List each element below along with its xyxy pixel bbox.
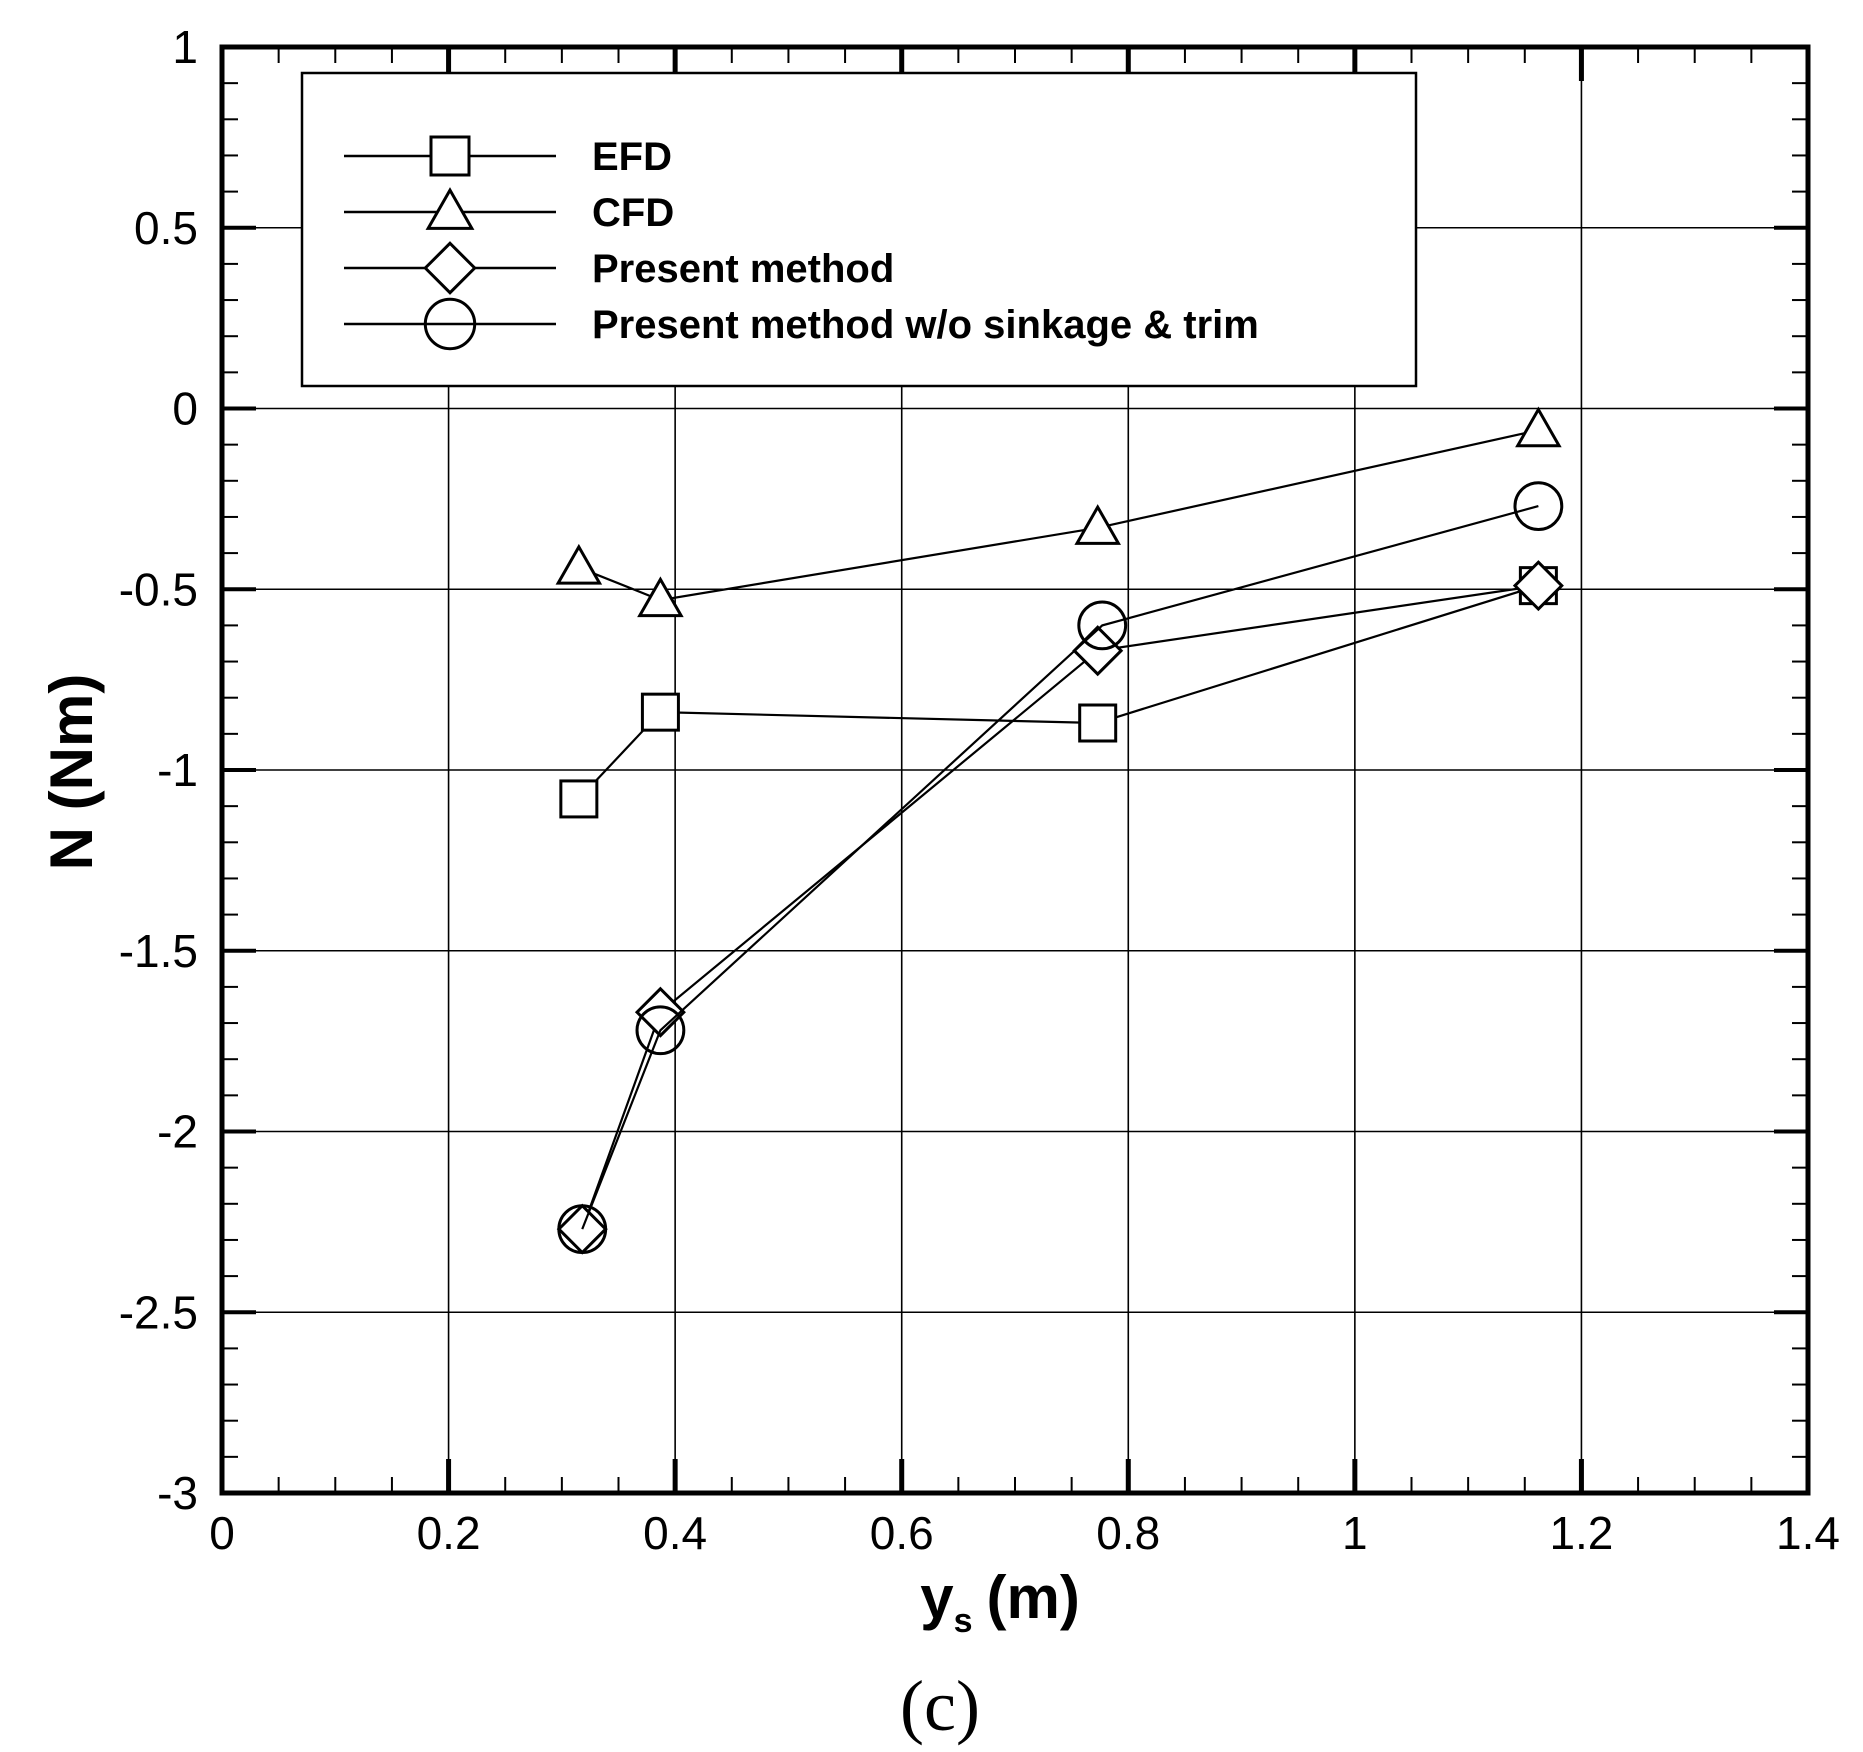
legend-label: Present method w/o sinkage & trim: [592, 303, 1259, 347]
legend-marker-diamond: [423, 241, 477, 295]
x-axis-title-subscript: s: [954, 1602, 973, 1640]
series-line: [578, 584, 1539, 800]
legend-label: EFD: [592, 135, 672, 179]
series-triangle: [555, 406, 1562, 618]
legend-label: CFD: [592, 191, 674, 235]
x-tick-label: 1.4: [1776, 1507, 1840, 1559]
y-tick-label: -1: [157, 744, 198, 796]
series-line: [581, 505, 1539, 1230]
data-point-circle: [557, 1204, 608, 1255]
panel-label: (c): [900, 1666, 980, 1746]
legend-marker-circle: [423, 297, 477, 351]
plot-frame: [219, 44, 1811, 1496]
data-point-circle: [1077, 600, 1128, 651]
legend-item: CFD: [344, 187, 674, 235]
tick-labels: 0 0.2 0.4 0.6 0.8 1 1.2 1.4 -3 -2.5 -2 -1.5 -1 -0.5 0 0…: [119, 21, 1840, 1559]
legend-item: Present method w/o sinkage & trim: [344, 297, 1259, 351]
x-tick-label: 0.4: [643, 1507, 707, 1559]
x-tick-label: 0.2: [417, 1507, 481, 1559]
legend-item: Present method: [344, 241, 894, 295]
data-point-circle: [1513, 481, 1564, 532]
y-axis-title: N (Nm): [38, 674, 105, 871]
x-tick-label: 0.6: [870, 1507, 934, 1559]
legend-marker-triangle: [425, 187, 475, 230]
legend-label: Present method: [592, 247, 894, 291]
y-tick-label: -2.5: [119, 1286, 198, 1338]
data-point-square: [559, 779, 599, 819]
series-line: [581, 584, 1539, 1230]
y-tick-label: -2: [157, 1106, 198, 1158]
x-axis-title-unit: (m): [986, 1564, 1079, 1631]
legend-marker-square: [429, 135, 471, 177]
y-tick-label: -1.5: [119, 925, 198, 977]
x-axis-title-symbol: y: [920, 1564, 954, 1631]
legend-box: [300, 71, 1418, 388]
y-tick-label: 1: [172, 21, 198, 73]
series-diamond: [556, 560, 1564, 1255]
data-point-square: [640, 692, 680, 732]
data-point-triangle: [1074, 504, 1121, 545]
y-tick-label: -0.5: [119, 563, 198, 615]
data-point-diamond: [1512, 560, 1564, 612]
data-point-diamond: [634, 986, 686, 1038]
y-tick-label: 0: [172, 383, 198, 435]
y-tick-label: 0.5: [134, 202, 198, 254]
y-tick-label: -3: [157, 1467, 198, 1519]
legend-item: EFD: [344, 135, 672, 179]
x-tick-label: 1: [1342, 1507, 1368, 1559]
data-point-square: [1078, 703, 1118, 743]
legend: EFD CFD Present method Present method w/o s…: [300, 71, 1418, 388]
x-tick-label: 0: [209, 1507, 235, 1559]
x-axis-title: ys (m): [920, 1564, 1080, 1640]
x-tick-label: 1.2: [1549, 1507, 1613, 1559]
data-point-circle: [635, 1005, 686, 1056]
series-circle: [557, 481, 1564, 1255]
x-tick-label: 0.8: [1096, 1507, 1160, 1559]
series-line: [578, 429, 1539, 602]
data-point-triangle: [637, 576, 684, 618]
data-point-triangle: [555, 543, 603, 585]
data-point-triangle: [1515, 406, 1562, 448]
series-layer: [555, 406, 1564, 1255]
